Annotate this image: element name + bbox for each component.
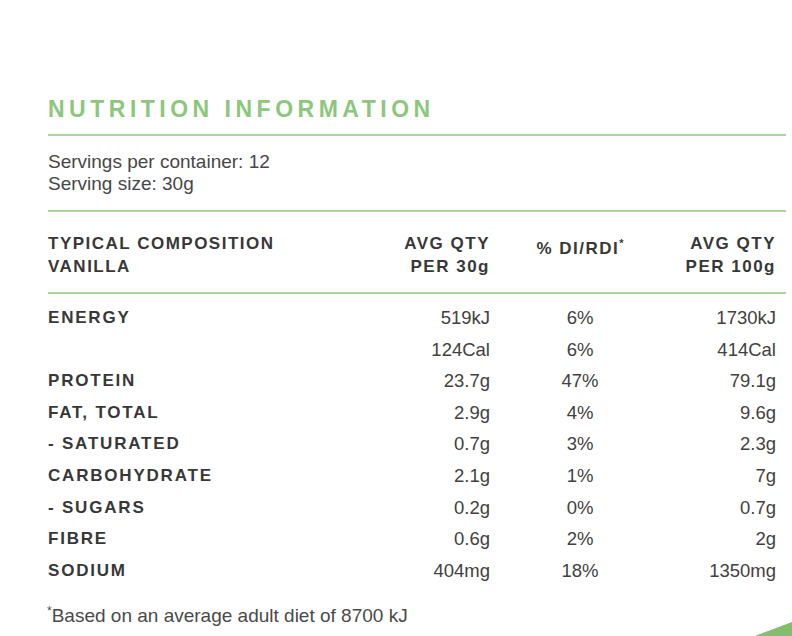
row-qty-30g: 0.7g <box>340 428 490 460</box>
row-qty-100g: 2g <box>670 523 776 555</box>
divider-header-bottom <box>48 292 786 294</box>
row-di-rdi: 4% <box>490 397 670 429</box>
row-qty-100g: 1730kJ <box>670 302 776 334</box>
row-label: FAT, TOTAL <box>48 397 340 429</box>
row-di-rdi: 3% <box>490 428 670 460</box>
row-qty-100g: 9.6g <box>670 397 776 429</box>
row-label: SODIUM <box>48 555 340 587</box>
corner-wedge-decoration <box>755 622 792 636</box>
row-qty-30g: 0.2g <box>340 492 490 524</box>
row-di-rdi: 0% <box>490 492 670 524</box>
row-di-rdi: 6% <box>490 302 670 334</box>
row-qty-30g: 124Cal <box>340 334 490 366</box>
row-qty-100g: 1350mg <box>670 555 776 587</box>
table-header: TYPICAL COMPOSITION VANILLA AVG QTY PER … <box>48 232 776 278</box>
row-qty-30g: 519kJ <box>340 302 490 334</box>
row-label <box>48 334 340 366</box>
table-row: FIBRE 0.6g 2% 2g <box>48 523 776 555</box>
header-avg-qty-30g-line1: AVG QTY <box>340 232 490 255</box>
row-di-rdi: 47% <box>490 365 670 397</box>
header-avg-qty-30g-line2: PER 30g <box>340 255 490 278</box>
divider-top <box>48 134 786 136</box>
header-composition: TYPICAL COMPOSITION VANILLA <box>48 232 340 278</box>
header-avg-qty-30g: AVG QTY PER 30g <box>340 232 490 278</box>
footnote-text: Based on an average adult diet of 8700 k… <box>52 605 408 626</box>
row-qty-30g: 2.1g <box>340 460 490 492</box>
row-qty-100g: 7g <box>670 460 776 492</box>
row-di-rdi: 6% <box>490 334 670 366</box>
row-qty-30g: 2.9g <box>340 397 490 429</box>
table-row: - SUGARS 0.2g 0% 0.7g <box>48 492 776 524</box>
row-qty-100g: 414Cal <box>670 334 776 366</box>
servings-per-container: Servings per container: 12 <box>48 151 270 173</box>
row-label: PROTEIN <box>48 365 340 397</box>
table-row: ENERGY 519kJ 6% 1730kJ <box>48 302 776 334</box>
row-qty-30g: 0.6g <box>340 523 490 555</box>
row-di-rdi: 2% <box>490 523 670 555</box>
row-di-rdi: 1% <box>490 460 670 492</box>
table-row: FAT, TOTAL 2.9g 4% 9.6g <box>48 397 776 429</box>
header-avg-qty-100g-line2: PER 100g <box>670 255 776 278</box>
row-qty-30g: 23.7g <box>340 365 490 397</box>
row-label: FIBRE <box>48 523 340 555</box>
header-avg-qty-100g: AVG QTY PER 100g <box>670 232 776 278</box>
table-row: SODIUM 404mg 18% 1350mg <box>48 555 776 587</box>
header-di-rdi: % DI/RDI* <box>490 232 670 278</box>
row-qty-100g: 79.1g <box>670 365 776 397</box>
row-qty-100g: 2.3g <box>670 428 776 460</box>
table-row: PROTEIN 23.7g 47% 79.1g <box>48 365 776 397</box>
row-label: - SUGARS <box>48 492 340 524</box>
row-qty-100g: 0.7g <box>670 492 776 524</box>
header-composition-line1: TYPICAL COMPOSITION <box>48 232 340 255</box>
row-label: ENERGY <box>48 302 340 334</box>
header-composition-line2: VANILLA <box>48 255 340 278</box>
header-di-rdi-asterisk: * <box>619 237 623 249</box>
serving-info: Servings per container: 12 Serving size:… <box>48 151 270 195</box>
header-avg-qty-100g-line1: AVG QTY <box>670 232 776 255</box>
footnote: *Based on an average adult diet of 8700 … <box>47 600 408 627</box>
serving-size: Serving size: 30g <box>48 173 270 195</box>
table-body: ENERGY 519kJ 6% 1730kJ 124Cal 6% 414Cal … <box>48 302 776 586</box>
nutrition-panel: NUTRITION INFORMATION Servings per conta… <box>0 0 792 636</box>
header-di-rdi-label: % DI/RDI <box>536 239 619 258</box>
table-row: CARBOHYDRATE 2.1g 1% 7g <box>48 460 776 492</box>
table-row: 124Cal 6% 414Cal <box>48 334 776 366</box>
row-label: - SATURATED <box>48 428 340 460</box>
panel-title: NUTRITION INFORMATION <box>48 96 435 123</box>
row-qty-30g: 404mg <box>340 555 490 587</box>
row-label: CARBOHYDRATE <box>48 460 340 492</box>
table-row: - SATURATED 0.7g 3% 2.3g <box>48 428 776 460</box>
row-di-rdi: 18% <box>490 555 670 587</box>
divider-header-top <box>48 210 786 212</box>
